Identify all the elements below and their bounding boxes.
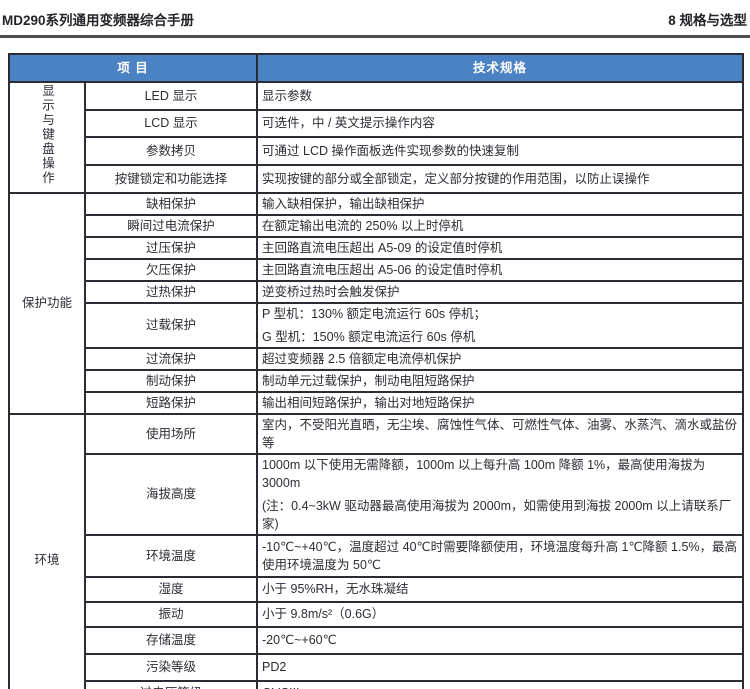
item-cell: LCD 显示 xyxy=(83,108,259,139)
table-row: 过压保护 主回路直流电压超出 A5-09 的设定值时停机 xyxy=(9,235,745,260)
spec-text: 逆变桥过热时会触发保护 xyxy=(262,284,400,299)
table-row: 瞬间过电流保护 在额定输出电流的 250% 以上时停机 xyxy=(9,213,745,238)
spec-text: P 型机：130% 额定电流运行 60s 停机； xyxy=(262,306,487,321)
table-row: 保护功能 缺相保护 输入缺相保护，输出缺相保护 xyxy=(8,191,745,415)
table-row: 环境温度 -10℃~+40℃，温度超过 40℃时需要降额使用，环境温度每升高 1… xyxy=(9,533,745,578)
spec-text: 输入缺相保护，输出缺相保护 xyxy=(262,196,425,211)
spec-text: -20℃~+60℃ xyxy=(262,633,337,647)
group-label-display-keyboard: 显示与键盘操作 xyxy=(8,81,86,194)
item-cell: 污染等级 xyxy=(83,652,259,682)
spec-text: 主回路直流电压超出 A5-06 的设定值时停机 xyxy=(262,262,503,277)
table-row: 欠压保护 主回路直流电压超出 A5-06 的设定值时停机 xyxy=(9,257,745,282)
item-cell: 振动 xyxy=(83,600,259,628)
spec-text: 室内，不受阳光直晒，无尘埃、腐蚀性气体、可燃性气体、油雾、水蒸汽、滴水或盐份等 xyxy=(262,417,738,450)
group-label-text: 显示与键盘操作 xyxy=(40,84,54,186)
item-cell: 参数拷贝 xyxy=(83,136,259,166)
table-row: 按键锁定和功能选择 实现按键的部分或全部锁定，定义部分按键的作用范围，以防止误操… xyxy=(9,163,745,194)
spec-cell: 主回路直流电压超出 A5-06 的设定值时停机 xyxy=(256,257,745,282)
spec-text: PD2 xyxy=(262,660,287,674)
item-cell: 缺相保护 xyxy=(83,191,259,216)
spec-text: 制动单元过载保护，制动电阻短路保护 xyxy=(262,373,475,388)
spec-text: 可通过 LCD 操作面板选件实现参数的快速复制 xyxy=(262,144,519,159)
spec-text: 小于 95%RH，无水珠凝结 xyxy=(262,582,409,596)
chapter-title: 8 规格与选型 xyxy=(668,13,747,28)
item-cell: 过电压等级 xyxy=(83,679,259,689)
spec-text: 1000m 以下使用无需降额，1000m 以上每升高 100m 降额 1%，最高… xyxy=(262,457,706,490)
item-cell: 湿度 xyxy=(83,575,259,603)
spec-cell: -20℃~+60℃ xyxy=(256,625,745,655)
spec-cell: 超过变频器 2.5 倍额定电流停机保护 xyxy=(256,346,745,371)
spec-cell: 可通过 LCD 操作面板选件实现参数的快速复制 xyxy=(256,136,745,166)
column-header-spec: 技术规格 xyxy=(256,53,745,83)
spec-cell: 可选件，中 / 英文提示操作内容 xyxy=(256,108,745,139)
spec-text: 主回路直流电压超出 A5-09 的设定值时停机 xyxy=(262,240,503,255)
spec-cell: PD2 xyxy=(256,652,745,682)
item-cell: 存储温度 xyxy=(83,625,259,655)
item-cell: 使用场所 xyxy=(83,412,259,455)
table-row: 显示与键盘操作 LED 显示 显示参数 xyxy=(8,81,745,194)
table-row: 过电压等级 OVCIII xyxy=(9,679,745,689)
spec-cell: 实现按键的部分或全部锁定，定义部分按键的作用范围，以防止误操作 xyxy=(256,163,745,194)
spec-text: 超过变频器 2.5 倍额定电流停机保护 xyxy=(262,351,462,366)
spec-cell: 室内，不受阳光直晒，无尘埃、腐蚀性气体、可燃性气体、油雾、水蒸汽、滴水或盐份等 xyxy=(256,412,745,455)
table-row: 环境 使用场所 室内，不受阳光直晒，无尘埃、腐蚀性气体、可燃性气体、油雾、水蒸汽… xyxy=(8,412,745,689)
spec-cell: 小于 95%RH，无水珠凝结 xyxy=(256,575,745,603)
spec-cell: OVCIII xyxy=(256,679,745,689)
spec-cell: 小于 9.8m/s²（0.6G） xyxy=(256,600,745,628)
table-row: 污染等级 PD2 xyxy=(9,652,745,682)
manual-title: MD290系列通用变频器综合手册 xyxy=(2,13,195,28)
spec-text: OVCIII xyxy=(262,684,738,689)
spec-text: 输出相间短路保护，输出对地短路保护 xyxy=(262,395,475,410)
item-cell: 短路保护 xyxy=(83,390,259,415)
item-cell: 海拔高度 xyxy=(83,452,259,536)
spec-cell: -10℃~+40℃，温度超过 40℃时需要降额使用，环境温度每升高 1℃降额 1… xyxy=(256,533,745,578)
spec-text: 实现按键的部分或全部锁定，定义部分按键的作用范围，以防止误操作 xyxy=(262,171,650,186)
item-cell: 按键锁定和功能选择 xyxy=(83,163,259,194)
item-cell: 环境温度 xyxy=(83,533,259,578)
spec-text: 可选件，中 / 英文提示操作内容 xyxy=(262,116,435,131)
spec-text: -10℃~+40℃，温度超过 40℃时需要降额使用，环境温度每升高 1℃降额 1… xyxy=(262,539,738,572)
item-cell: 过载保护 xyxy=(83,301,259,349)
spec-text: G 型机：150% 额定电流运行 60s 停机 xyxy=(262,329,476,344)
group-label-protection: 保护功能 xyxy=(8,191,86,415)
table-row: 制动保护 制动单元过载保护，制动电阻短路保护 xyxy=(9,368,745,393)
item-cell: 制动保护 xyxy=(83,368,259,393)
page-header: MD290系列通用变频器综合手册 8 规格与选型 xyxy=(0,0,750,35)
spec-text: 小于 9.8m/s²（0.6G） xyxy=(262,607,385,621)
item-cell: 瞬间过电流保护 xyxy=(83,213,259,238)
table-row: 短路保护 输出相间短路保护，输出对地短路保护 xyxy=(9,390,745,415)
spec-cell: 在额定输出电流的 250% 以上时停机 xyxy=(256,213,745,238)
table-row: 振动 小于 9.8m/s²（0.6G） xyxy=(9,600,745,628)
table-row: 过载保护 P 型机：130% 额定电流运行 60s 停机； G 型机：150% … xyxy=(9,301,745,349)
table-row: LCD 显示 可选件，中 / 英文提示操作内容 xyxy=(9,108,745,139)
spec-cell: 主回路直流电压超出 A5-09 的设定值时停机 xyxy=(256,235,745,260)
table-row: 参数拷贝 可通过 LCD 操作面板选件实现参数的快速复制 xyxy=(9,136,745,166)
table-header-row: 项 目 技术规格 xyxy=(7,53,745,83)
spec-cell: 显示参数 xyxy=(256,81,745,111)
spec-text: 在额定输出电流的 250% 以上时停机 xyxy=(262,218,464,233)
group-label-environment: 环境 xyxy=(8,412,86,689)
table-row: 过流保护 超过变频器 2.5 倍额定电流停机保护 xyxy=(9,346,745,371)
item-cell: 欠压保护 xyxy=(83,257,259,282)
spec-cell: 1000m 以下使用无需降额，1000m 以上每升高 100m 降额 1%，最高… xyxy=(256,452,745,536)
spec-cell: P 型机：130% 额定电流运行 60s 停机； G 型机：150% 额定电流运… xyxy=(256,301,745,349)
spec-table: 项 目 技术规格 显示与键盘操作 LED 显示 显示参数 LCD 显示 可选件，… xyxy=(7,53,745,689)
spec-text: 显示参数 xyxy=(262,88,313,103)
item-cell: 过压保护 xyxy=(83,235,259,260)
spec-cell: 输入缺相保护，输出缺相保护 xyxy=(256,191,745,216)
table-row: 过热保护 逆变桥过热时会触发保护 xyxy=(9,279,745,304)
spec-cell: 制动单元过载保护，制动电阻短路保护 xyxy=(256,368,745,393)
table-row: 湿度 小于 95%RH，无水珠凝结 xyxy=(9,575,745,603)
spec-cell: 输出相间短路保护，输出对地短路保护 xyxy=(256,390,745,415)
column-header-item: 项 目 xyxy=(7,53,259,83)
item-cell: 过热保护 xyxy=(83,279,259,304)
header-rule xyxy=(0,35,750,38)
spec-cell: 逆变桥过热时会触发保护 xyxy=(256,279,745,304)
table-row: 海拔高度 1000m 以下使用无需降额，1000m 以上每升高 100m 降额 … xyxy=(9,452,745,536)
table-row: 存储温度 -20℃~+60℃ xyxy=(9,625,745,655)
item-cell: LED 显示 xyxy=(83,81,259,111)
item-cell: 过流保护 xyxy=(83,346,259,371)
spec-text: (注：0.4~3kW 驱动器最高使用海拔为 2000m，如需使用到海拔 2000… xyxy=(262,498,732,531)
